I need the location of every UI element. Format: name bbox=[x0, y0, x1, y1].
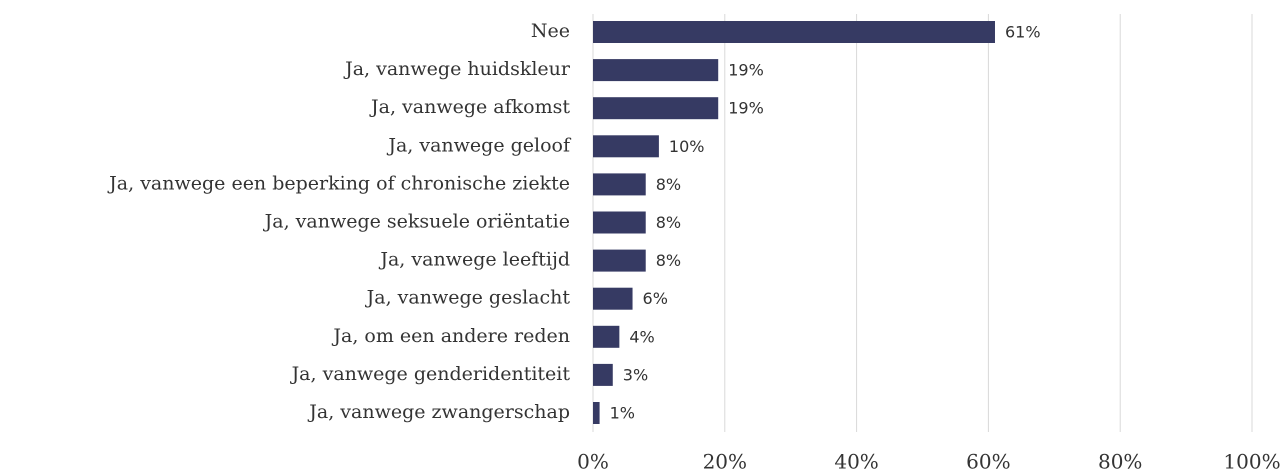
category-label: Nee bbox=[531, 20, 570, 42]
category-label: Ja, vanwege seksuele oriëntatie bbox=[263, 211, 570, 233]
bar bbox=[593, 325, 620, 348]
value-label: 8% bbox=[656, 251, 681, 270]
value-label: 10% bbox=[669, 137, 705, 156]
value-label: 4% bbox=[629, 327, 654, 346]
value-label: 61% bbox=[1005, 23, 1041, 42]
value-label: 1% bbox=[610, 404, 635, 423]
bar bbox=[593, 173, 646, 196]
value-label: 19% bbox=[728, 61, 764, 80]
value-label: 3% bbox=[623, 365, 648, 384]
bar bbox=[593, 287, 633, 310]
value-label: 6% bbox=[643, 289, 668, 308]
x-tick-label: 100% bbox=[1223, 450, 1280, 474]
value-label: 8% bbox=[656, 213, 681, 232]
category-label: Ja, vanwege genderidentiteit bbox=[290, 363, 571, 385]
bar bbox=[593, 97, 719, 120]
bar bbox=[593, 135, 659, 158]
category-label: Ja, vanwege geslacht bbox=[365, 287, 571, 309]
bar bbox=[593, 21, 995, 43]
x-tick-label: 60% bbox=[966, 450, 1010, 474]
bar bbox=[593, 249, 646, 272]
category-label: Ja, vanwege huidskleur bbox=[343, 58, 571, 80]
bar bbox=[593, 59, 719, 82]
category-label: Ja, vanwege geloof bbox=[386, 134, 572, 156]
category-label: Ja, vanwege zwangerschap bbox=[307, 401, 570, 423]
category-label: Ja, om een andere reden bbox=[331, 325, 570, 347]
x-tick-label: 40% bbox=[834, 450, 878, 474]
x-tick-label: 80% bbox=[1098, 450, 1142, 474]
category-label: Ja, vanwege afkomst bbox=[369, 96, 570, 118]
value-label: 8% bbox=[656, 175, 681, 194]
value-label: 19% bbox=[728, 99, 764, 118]
bar bbox=[593, 211, 646, 234]
category-label: Ja, vanwege een beperking of chronische … bbox=[107, 172, 570, 194]
category-label: Ja, vanwege leeftijd bbox=[378, 249, 570, 271]
bar bbox=[593, 363, 613, 386]
bar bbox=[593, 402, 600, 424]
x-tick-label: 20% bbox=[703, 450, 747, 474]
x-tick-label: 0% bbox=[577, 450, 609, 474]
